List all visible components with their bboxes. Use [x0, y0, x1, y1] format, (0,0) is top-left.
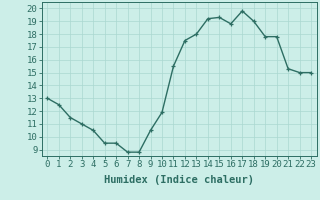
X-axis label: Humidex (Indice chaleur): Humidex (Indice chaleur): [104, 175, 254, 185]
